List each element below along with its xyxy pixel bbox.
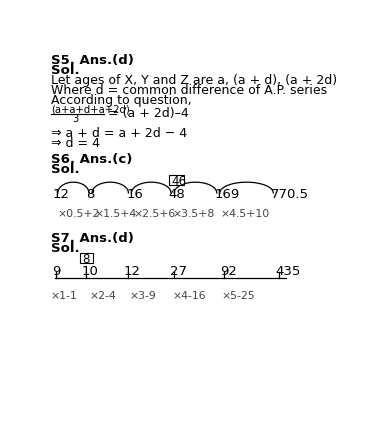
Text: (a+a+d+a+2d): (a+a+d+a+2d) [51, 104, 130, 115]
Text: ×1-1: ×1-1 [50, 291, 77, 301]
Text: 435: 435 [275, 264, 300, 277]
Text: 770.5: 770.5 [271, 188, 309, 200]
Text: 12: 12 [124, 264, 141, 277]
Bar [169, 175, 184, 185]
Text: ×5-25: ×5-25 [221, 291, 255, 301]
Text: 48: 48 [169, 188, 185, 200]
Text: Sol.: Sol. [51, 64, 80, 77]
Text: 3: 3 [73, 115, 79, 125]
Text: S6. Ans.(c): S6. Ans.(c) [51, 153, 132, 166]
Text: ⇒ a + d = a + 2d − 4: ⇒ a + d = a + 2d − 4 [51, 127, 187, 140]
Text: Let ages of X, Y and Z are a, (a + d), (a + 2d): Let ages of X, Y and Z are a, (a + d), (… [51, 75, 337, 88]
Text: ×2-4: ×2-4 [90, 291, 117, 301]
Text: According to question,: According to question, [51, 94, 192, 107]
Text: 16: 16 [126, 188, 143, 200]
Text: 10: 10 [82, 264, 99, 277]
Text: ⇒ d = 4: ⇒ d = 4 [51, 137, 100, 150]
Text: ×4-16: ×4-16 [172, 291, 206, 301]
Text: ×3.5+8: ×3.5+8 [172, 209, 215, 219]
Text: Sol.: Sol. [51, 163, 80, 176]
Text: ×2.5+6: ×2.5+6 [133, 209, 175, 219]
Text: ×0.5+2: ×0.5+2 [58, 209, 100, 219]
Text: 8: 8 [87, 188, 95, 200]
Text: Where d = common difference of A.P. series: Where d = common difference of A.P. seri… [51, 84, 327, 97]
Bar [80, 253, 93, 263]
Text: ×3-9: ×3-9 [130, 291, 157, 301]
Text: 12: 12 [53, 188, 70, 200]
Text: 169: 169 [215, 188, 240, 200]
Text: S7. Ans.(d): S7. Ans.(d) [51, 232, 134, 245]
Text: ×4.5+10: ×4.5+10 [221, 209, 270, 219]
Text: 8: 8 [83, 253, 90, 266]
Text: 46: 46 [171, 175, 186, 188]
Text: 92: 92 [220, 264, 237, 277]
Text: 9: 9 [53, 264, 61, 277]
Text: ×1.5+4: ×1.5+4 [94, 209, 137, 219]
Text: 27: 27 [170, 264, 187, 277]
Text: S5. Ans.(d): S5. Ans.(d) [51, 54, 134, 67]
Text: = (a + 2d)–4: = (a + 2d)–4 [108, 107, 189, 120]
Text: Sol.: Sol. [51, 242, 80, 255]
